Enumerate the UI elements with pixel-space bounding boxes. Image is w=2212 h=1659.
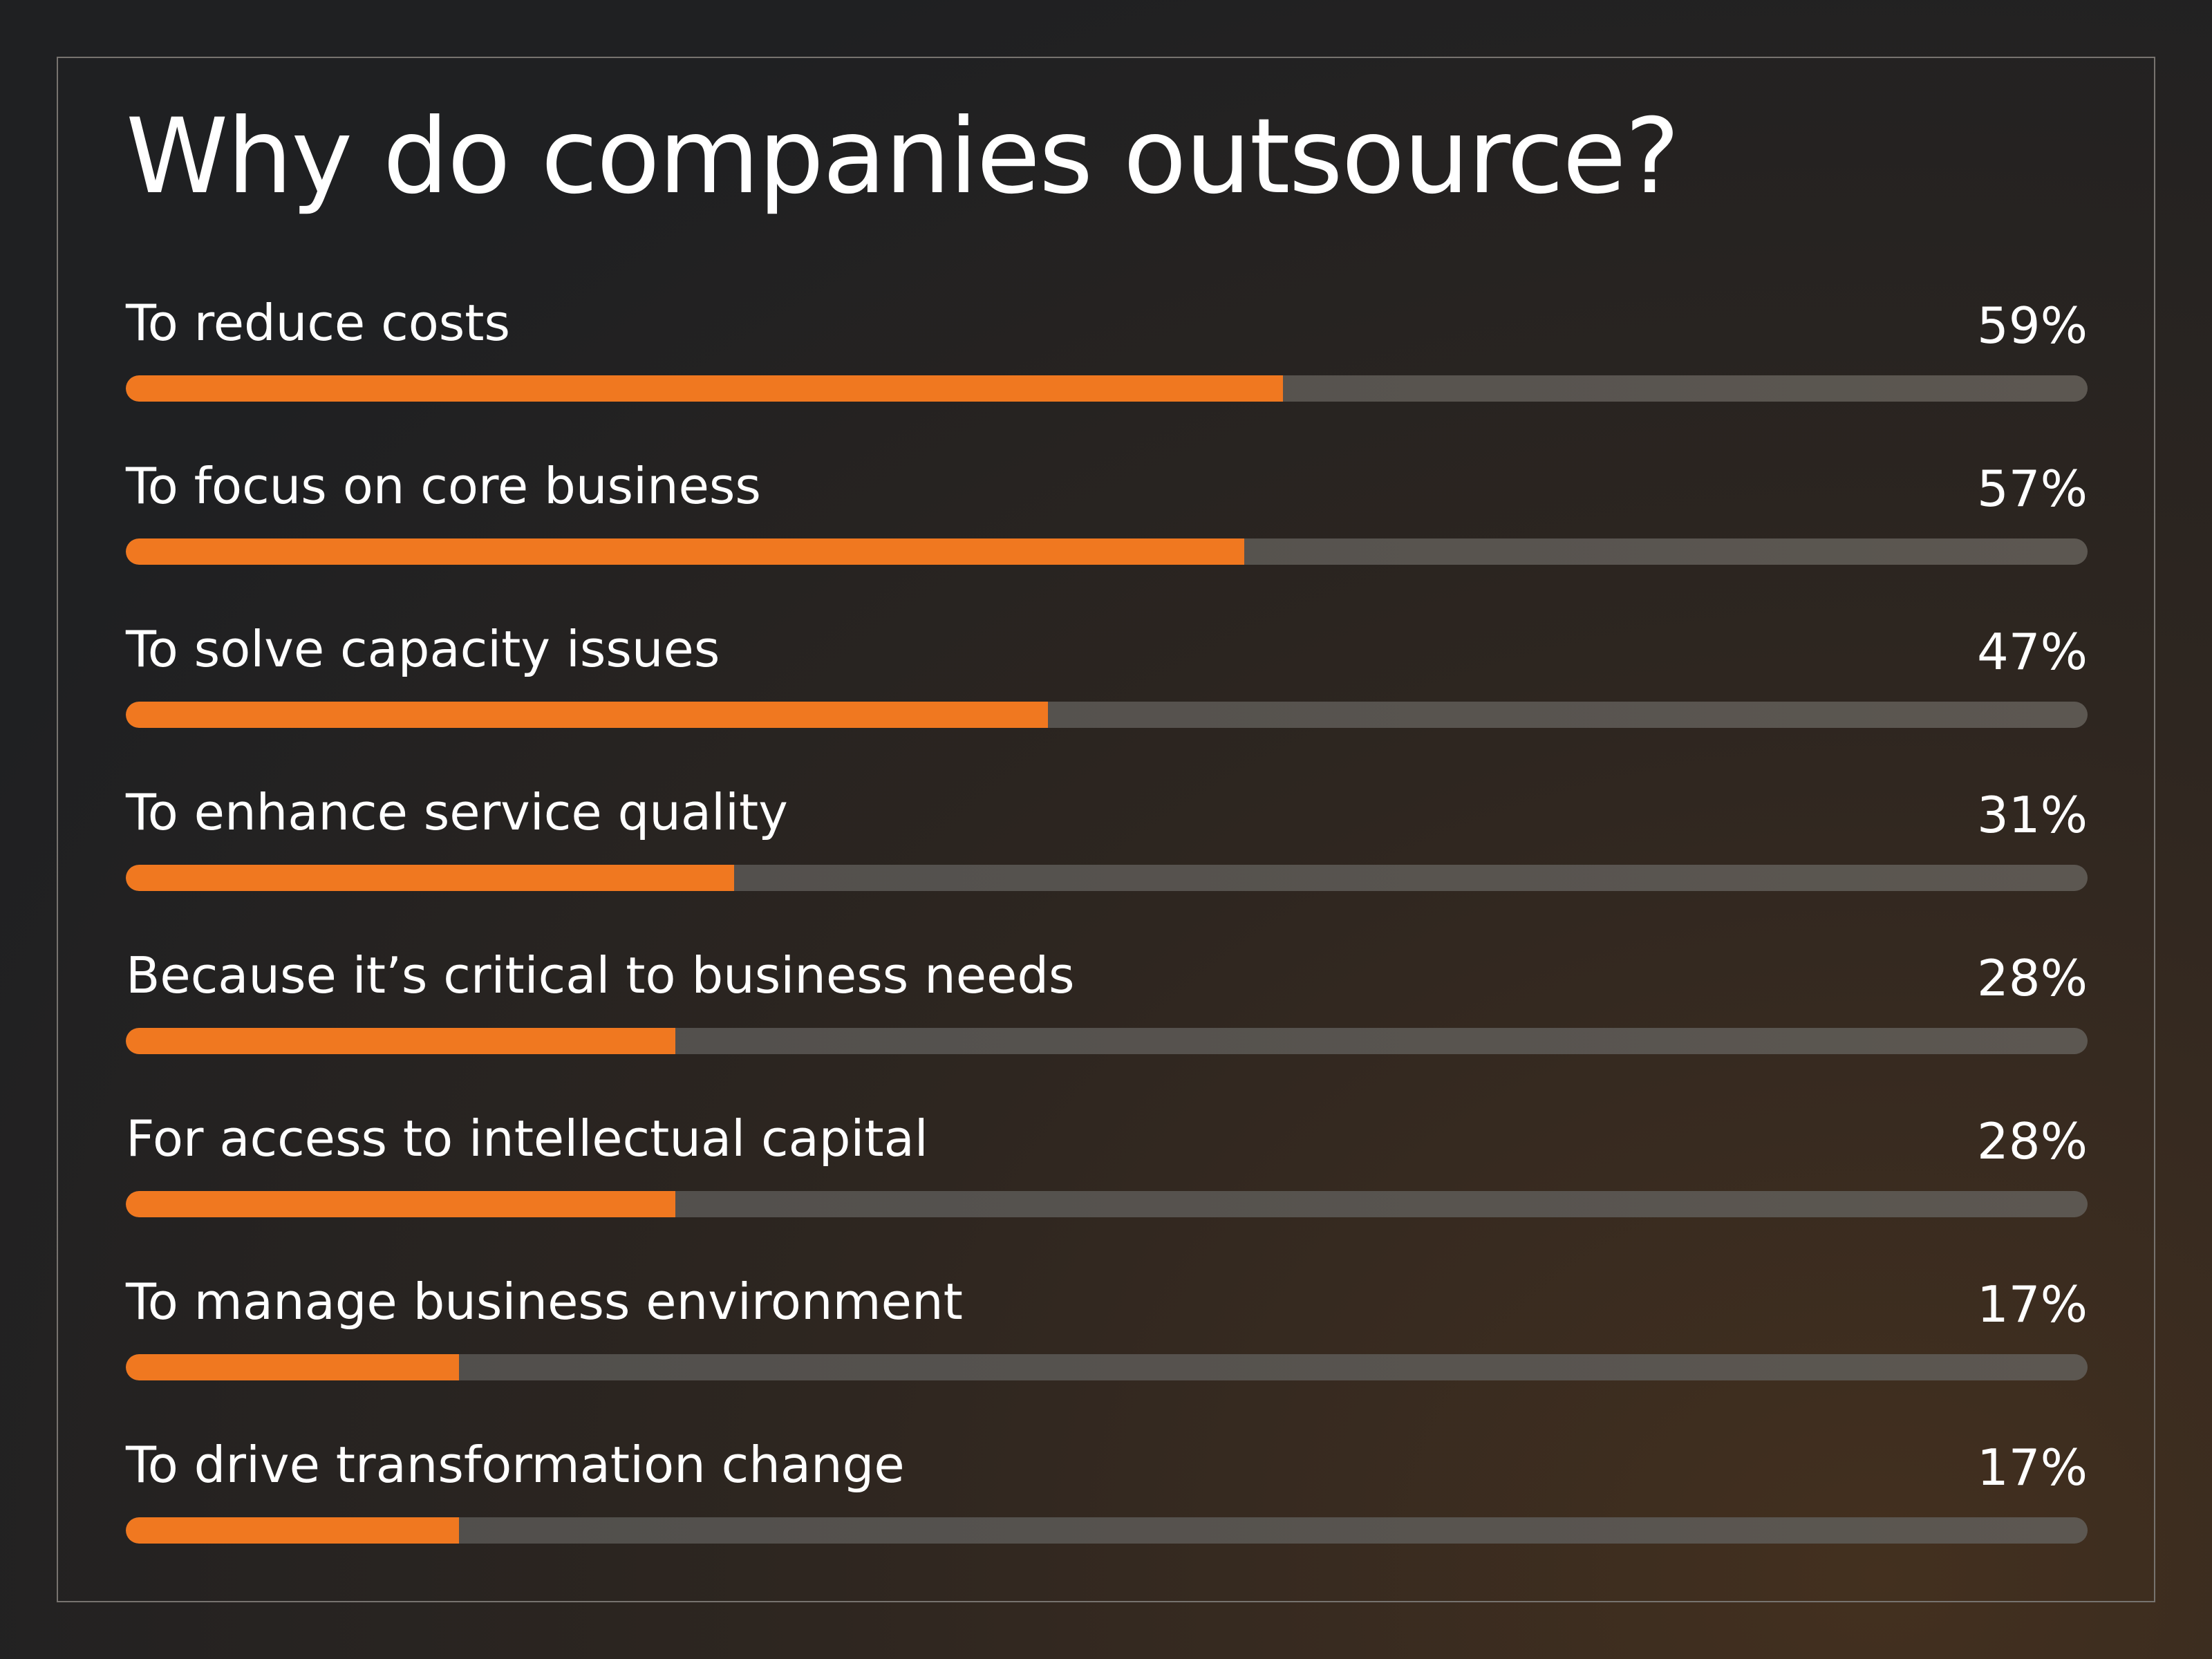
bar-row: To drive transformation change 17% — [126, 1436, 2088, 1574]
bar-fill — [126, 375, 1284, 402]
value-label: 17% — [1976, 1275, 2088, 1333]
bar-track — [126, 1354, 2088, 1380]
value-label: 17% — [1976, 1438, 2088, 1497]
bar-fill — [126, 702, 1048, 728]
bar-fill — [126, 865, 734, 891]
category-label: To drive transformation change — [126, 1436, 905, 1494]
value-label: 28% — [1976, 1112, 2088, 1170]
value-label: 59% — [1976, 297, 2088, 355]
bar-track — [126, 702, 2088, 728]
bar-row: Because it’s critical to business needs … — [126, 946, 2088, 1085]
bar-fill — [126, 1354, 460, 1380]
value-label: 57% — [1976, 460, 2088, 518]
bar-track — [126, 538, 2088, 565]
bar-track — [126, 1028, 2088, 1054]
chart-title: Why do companies outsource? — [126, 97, 1680, 217]
bar-fill — [126, 1028, 675, 1054]
bar-row: To reduce costs 59% — [126, 294, 2088, 432]
category-label: To manage business environment — [126, 1273, 963, 1331]
bar-track — [126, 1191, 2088, 1217]
value-label: 47% — [1976, 623, 2088, 681]
bar-row: To manage business environment 17% — [126, 1273, 2088, 1411]
category-label: To reduce costs — [126, 294, 510, 352]
bar-row: For access to intellectual capital 28% — [126, 1109, 2088, 1248]
category-label: Because it’s critical to business needs — [126, 946, 1075, 1004]
bar-row: To enhance service quality 31% — [126, 783, 2088, 921]
bar-fill — [126, 538, 1244, 565]
chart-frame — [57, 57, 2155, 1602]
category-label: To focus on core business — [126, 457, 761, 515]
value-label: 31% — [1976, 786, 2088, 844]
bar-row: To focus on core business 57% — [126, 457, 2088, 595]
value-label: 28% — [1976, 949, 2088, 1007]
bar-row: To solve capacity issues 47% — [126, 620, 2088, 758]
bar-track — [126, 865, 2088, 891]
bar-track — [126, 375, 2088, 402]
category-label: To enhance service quality — [126, 783, 788, 841]
category-label: To solve capacity issues — [126, 620, 720, 678]
bar-fill — [126, 1517, 460, 1544]
category-label: For access to intellectual capital — [126, 1109, 928, 1168]
bar-fill — [126, 1191, 675, 1217]
bar-track — [126, 1517, 2088, 1544]
